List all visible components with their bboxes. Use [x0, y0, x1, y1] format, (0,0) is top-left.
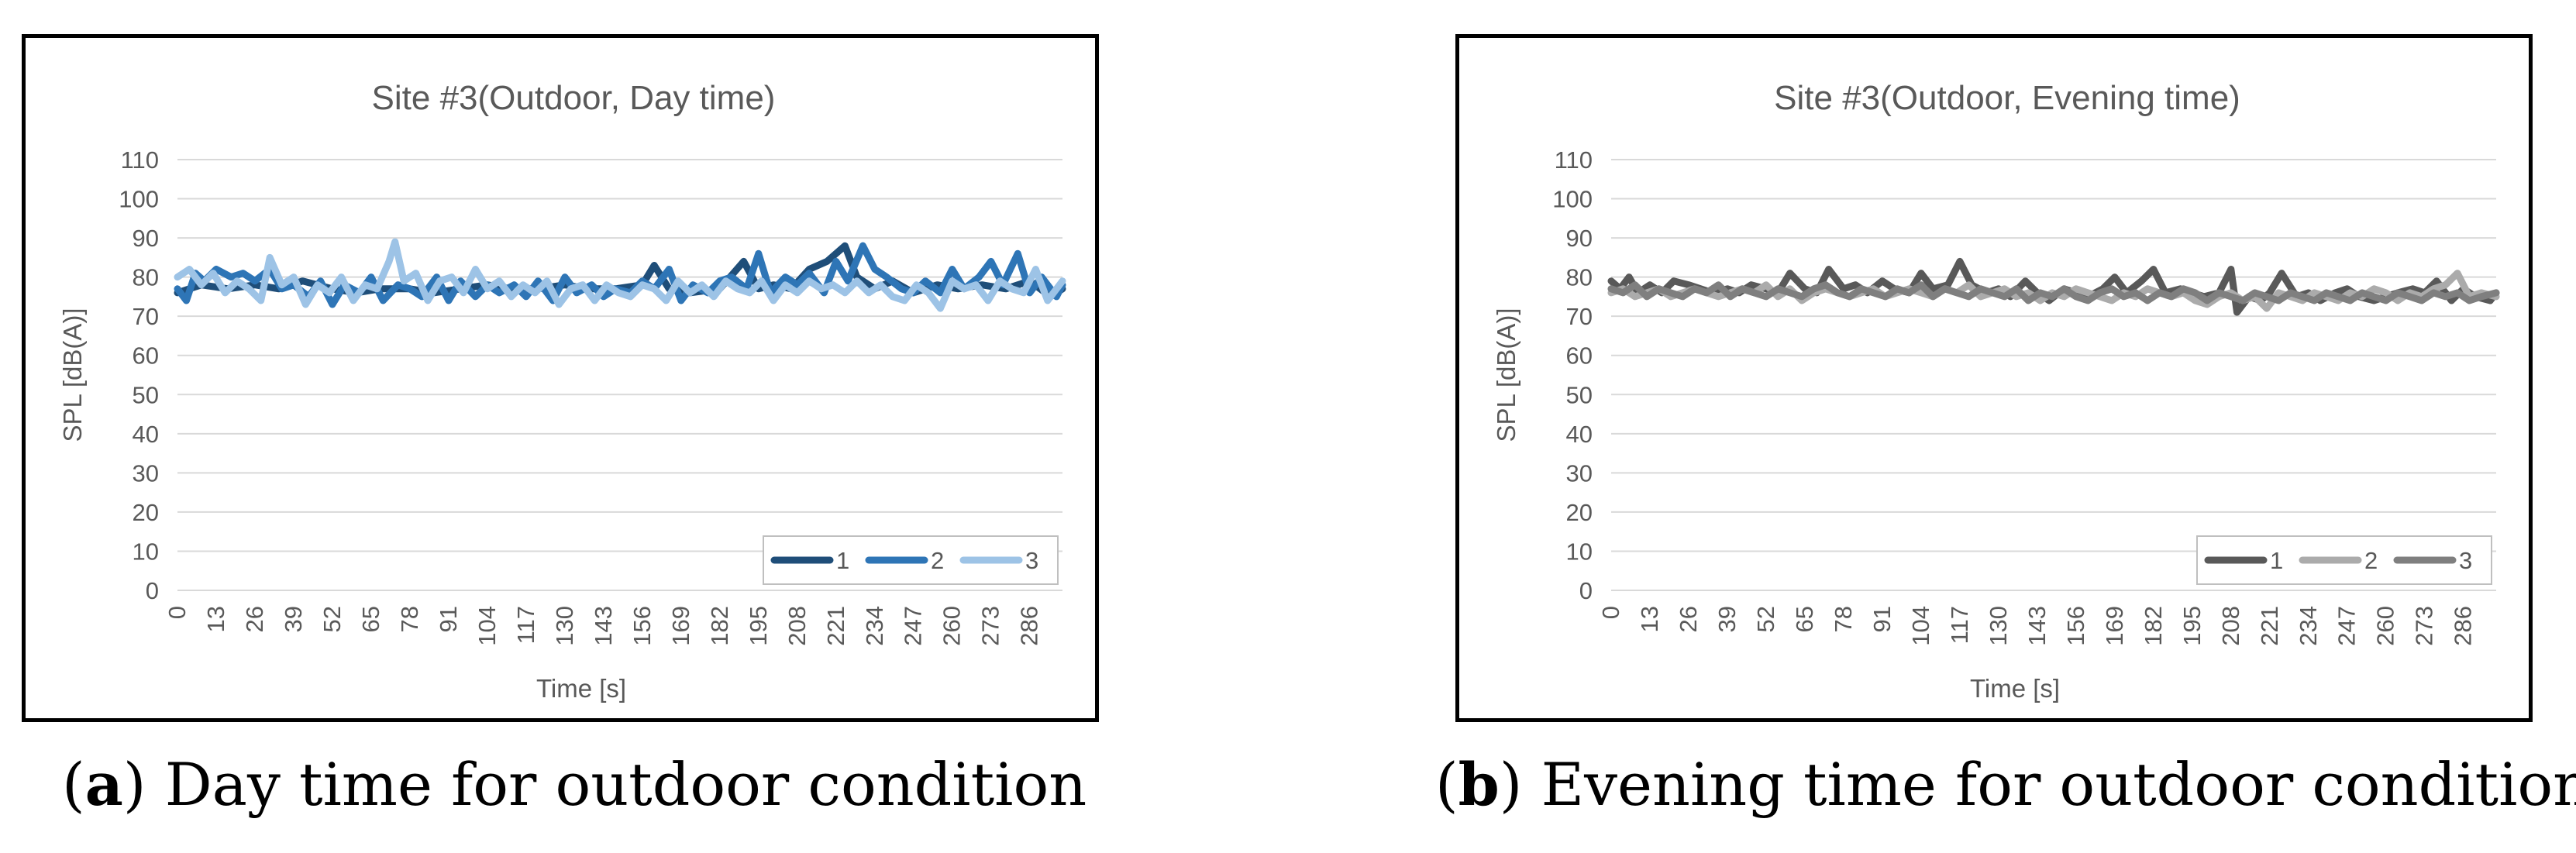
- x-axis-label: Time [s]: [536, 674, 626, 703]
- chart-day-svg: Site #3(Outdoor, Day time)01020304050607…: [58, 79, 1066, 703]
- x-tick-label: 65: [357, 606, 384, 632]
- x-tick-label: 104: [1907, 606, 1934, 646]
- caption-evening: (b) Evening time for outdoor condition: [1435, 755, 2576, 814]
- x-tick-label: 273: [977, 606, 1004, 646]
- x-tick-label: 130: [551, 606, 578, 646]
- x-tick-label: 78: [396, 606, 423, 632]
- legend-label-2: 2: [2364, 547, 2378, 574]
- x-tick-label: 195: [745, 606, 772, 646]
- y-tick-label: 40: [133, 421, 159, 448]
- x-tick-label: 13: [202, 606, 229, 632]
- series-line-3: [1607, 281, 2500, 304]
- y-tick-label: 0: [1579, 577, 1593, 604]
- x-tick-label: 286: [2450, 606, 2477, 646]
- y-tick-label: 20: [133, 499, 159, 526]
- chart-evening-svg: Site #3(Outdoor, Evening time)0102030405…: [1492, 79, 2500, 703]
- x-tick-label: 221: [822, 606, 849, 646]
- x-tick-label: 286: [1016, 606, 1043, 646]
- chart-title: Site #3(Outdoor, Evening time): [1774, 79, 2240, 117]
- x-tick-label: 208: [783, 606, 811, 646]
- y-tick-label: 80: [133, 264, 159, 291]
- x-tick-label: 91: [435, 606, 462, 632]
- x-tick-label: 13: [1636, 606, 1663, 632]
- caption-text: Evening time for outdoor condition: [1541, 750, 2576, 819]
- y-axis-label: SPL [dB(A)]: [58, 308, 87, 442]
- y-tick-label: 10: [133, 538, 159, 565]
- x-tick-label: 221: [2256, 606, 2283, 646]
- x-tick-label: 169: [667, 606, 694, 646]
- x-tick-label: 260: [938, 606, 966, 646]
- y-tick-label: 40: [1566, 421, 1593, 448]
- x-tick-label: 156: [629, 606, 656, 646]
- caption-text: Day time for outdoor condition: [164, 750, 1087, 819]
- x-axis-label: Time [s]: [1970, 674, 2060, 703]
- x-tick-label: 78: [1830, 606, 1857, 632]
- y-tick-label: 70: [133, 303, 159, 330]
- x-tick-label: 169: [2101, 606, 2128, 646]
- legend-label-3: 3: [1025, 547, 1038, 574]
- caption-day: (a) Day time for outdoor condition: [62, 750, 1087, 819]
- legend-label-2: 2: [931, 547, 944, 574]
- x-tick-label: 156: [2062, 606, 2089, 646]
- x-tick-label: 26: [241, 606, 268, 632]
- y-tick-label: 20: [1566, 499, 1593, 526]
- x-tick-label: 117: [512, 606, 539, 644]
- x-tick-label: 52: [319, 606, 346, 632]
- x-tick-label: 39: [280, 606, 307, 632]
- x-tick-label: 260: [2372, 606, 2399, 646]
- x-tick-label: 273: [2411, 606, 2438, 646]
- x-tick-label: 26: [1675, 606, 1702, 632]
- y-tick-label: 70: [1566, 303, 1593, 330]
- x-tick-label: 104: [474, 606, 501, 646]
- y-tick-label: 90: [1566, 225, 1593, 252]
- x-tick-label: 234: [2295, 606, 2322, 646]
- y-tick-label: 80: [1566, 264, 1593, 291]
- x-tick-label: 0: [164, 606, 191, 619]
- y-tick-label: 10: [1566, 538, 1593, 565]
- x-tick-label: 130: [1985, 606, 2012, 646]
- y-tick-label: 110: [1555, 146, 1593, 174]
- x-tick-label: 52: [1752, 606, 1779, 632]
- x-tick-label: 182: [2140, 606, 2167, 646]
- y-tick-label: 0: [146, 577, 159, 604]
- chart-panel-day: Site #3(Outdoor, Day time) 0 10 20 30 40 50 60 7…: [22, 34, 1099, 722]
- y-tick-label: 100: [1552, 186, 1593, 213]
- x-tick-label: 65: [1791, 606, 1818, 632]
- y-tick-label: 30: [1566, 459, 1593, 487]
- series-line-3: [174, 238, 1066, 312]
- y-tick-label: 90: [133, 225, 159, 252]
- x-tick-label: 234: [861, 606, 888, 646]
- x-tick-label: 91: [1868, 606, 1896, 632]
- x-tick-label: 208: [2217, 606, 2244, 646]
- y-tick-label: 50: [1566, 381, 1593, 408]
- x-tick-label: 143: [2023, 606, 2051, 646]
- x-tick-label: 182: [706, 606, 733, 646]
- legend-label-1: 1: [836, 547, 849, 574]
- x-tick-label: 143: [590, 606, 617, 646]
- y-tick-label: 110: [121, 146, 159, 174]
- chart-panel-evening: Site #3(Outdoor, Evening time) 0 10 20 30 40 5…: [1455, 34, 2533, 722]
- legend-label-3: 3: [2459, 547, 2472, 574]
- y-tick-label: 50: [133, 381, 159, 408]
- caption-letter: a: [84, 750, 123, 819]
- x-tick-label: 39: [1713, 606, 1741, 632]
- y-tick-label: 100: [119, 186, 159, 213]
- x-tick-label: 247: [2333, 606, 2361, 646]
- chart-title: Site #3(Outdoor, Day time): [372, 79, 776, 117]
- x-tick-label: 247: [900, 606, 927, 646]
- y-axis-label: SPL [dB(A)]: [1492, 308, 1520, 442]
- y-tick-label: 60: [133, 342, 159, 370]
- x-tick-label: 195: [2178, 606, 2206, 646]
- x-tick-label: 117: [1946, 606, 1973, 644]
- legend-label-1: 1: [2270, 547, 2283, 574]
- y-tick-label: 30: [133, 459, 159, 487]
- caption-letter: b: [1458, 750, 1500, 819]
- y-tick-label: 60: [1566, 342, 1593, 370]
- x-tick-label: 0: [1597, 606, 1624, 619]
